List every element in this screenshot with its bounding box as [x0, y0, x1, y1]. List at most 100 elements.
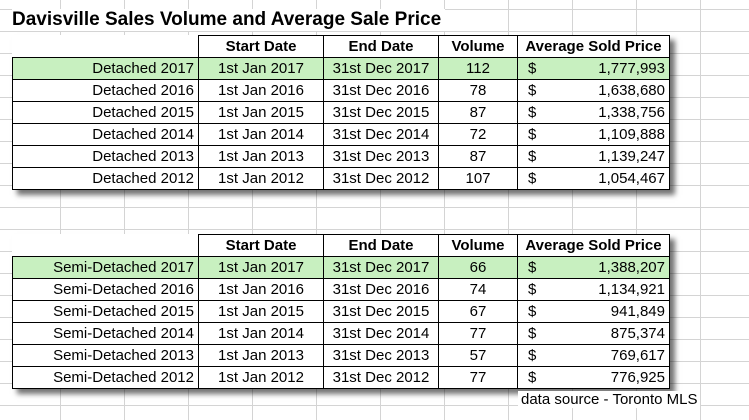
row-label[interactable]: Semi-Detached 2012: [12, 366, 199, 389]
header-average-price: Average Sold Price: [517, 35, 670, 58]
volume-cell[interactable]: 87: [438, 101, 518, 124]
row-label[interactable]: Semi-Detached 2015: [12, 300, 199, 323]
start-date-cell[interactable]: 1st Jan 2014: [198, 322, 324, 345]
end-date-cell[interactable]: 31st Dec 2016: [323, 278, 439, 301]
table-row[interactable]: Semi-Detached 2016 1st Jan 2016 31st Dec 2…: [12, 278, 670, 301]
start-date-cell[interactable]: 1st Jan 2017: [198, 57, 324, 80]
average-price-cell[interactable]: $1,139,247: [517, 145, 670, 168]
price-value: 875,374: [610, 325, 665, 342]
volume-cell[interactable]: 112: [438, 57, 518, 80]
average-price-cell[interactable]: $769,617: [517, 344, 670, 367]
row-label[interactable]: Semi-Detached 2016: [12, 278, 199, 301]
currency-symbol: $: [528, 325, 537, 342]
semi-detached-table: Start Date End Date Volume Average Sold …: [12, 234, 670, 389]
volume-cell[interactable]: 87: [438, 145, 518, 168]
row-label[interactable]: Detached 2014: [12, 123, 199, 146]
row-label[interactable]: Detached 2013: [12, 145, 199, 168]
end-date-cell[interactable]: 31st Dec 2012: [323, 366, 439, 389]
table-row[interactable]: Semi-Detached 2014 1st Jan 2014 31st Dec 2…: [12, 322, 670, 345]
table-row[interactable]: Detached 2015 1st Jan 2015 31st Dec 2015 87…: [12, 101, 670, 124]
row-label[interactable]: Detached 2015: [12, 101, 199, 124]
start-date-cell[interactable]: 1st Jan 2015: [198, 300, 324, 323]
row-label[interactable]: Detached 2016: [12, 79, 199, 102]
table-row[interactable]: Detached 2013 1st Jan 2013 31st Dec 2013 87…: [12, 145, 670, 168]
header-end-date: End Date: [323, 35, 439, 58]
average-price-cell[interactable]: $1,388,207: [517, 256, 670, 279]
average-price-cell[interactable]: $941,849: [517, 300, 670, 323]
table-row[interactable]: Detached 2016 1st Jan 2016 31st Dec 2016 78…: [12, 79, 670, 102]
header-start-date: Start Date: [198, 234, 324, 257]
average-price-cell[interactable]: $1,054,467: [517, 167, 670, 190]
start-date-cell[interactable]: 1st Jan 2013: [198, 344, 324, 367]
header-blank: [12, 35, 199, 58]
start-date-cell[interactable]: 1st Jan 2012: [198, 366, 324, 389]
row-label[interactable]: Semi-Detached 2013: [12, 344, 199, 367]
table-row[interactable]: Detached 2017 1st Jan 2017 31st Dec 2017 11…: [12, 57, 670, 80]
start-date-cell[interactable]: 1st Jan 2017: [198, 256, 324, 279]
end-date-cell[interactable]: 31st Dec 2017: [323, 256, 439, 279]
currency-symbol: $: [528, 126, 537, 143]
start-date-cell[interactable]: 1st Jan 2013: [198, 145, 324, 168]
end-date-cell[interactable]: 31st Dec 2014: [323, 322, 439, 345]
table-row[interactable]: Semi-Detached 2012 1st Jan 2012 31st Dec 2…: [12, 366, 670, 389]
end-date-cell[interactable]: 31st Dec 2013: [323, 344, 439, 367]
volume-cell[interactable]: 77: [438, 366, 518, 389]
volume-cell[interactable]: 66: [438, 256, 518, 279]
table-row[interactable]: Detached 2012 1st Jan 2012 31st Dec 2012 10…: [12, 167, 670, 190]
semi-detached-body: Semi-Detached 2017 1st Jan 2017 31st Dec 2…: [12, 256, 670, 389]
volume-cell[interactable]: 67: [438, 300, 518, 323]
currency-symbol: $: [528, 60, 537, 77]
average-price-cell[interactable]: $1,134,921: [517, 278, 670, 301]
price-value: 1,338,756: [598, 104, 665, 121]
table-row[interactable]: Semi-Detached 2013 1st Jan 2013 31st Dec 2…: [12, 344, 670, 367]
currency-symbol: $: [528, 281, 537, 298]
average-price-cell[interactable]: $776,925: [517, 366, 670, 389]
average-price-cell[interactable]: $875,374: [517, 322, 670, 345]
start-date-cell[interactable]: 1st Jan 2016: [198, 278, 324, 301]
end-date-cell[interactable]: 31st Dec 2015: [323, 101, 439, 124]
header-volume: Volume: [438, 234, 518, 257]
price-value: 769,617: [610, 347, 665, 364]
currency-symbol: $: [528, 148, 537, 165]
volume-cell[interactable]: 77: [438, 322, 518, 345]
row-label[interactable]: Semi-Detached 2014: [12, 322, 199, 345]
end-date-cell[interactable]: 31st Dec 2017: [323, 57, 439, 80]
average-price-cell[interactable]: $1,109,888: [517, 123, 670, 146]
page-title: Davisville Sales Volume and Average Sale…: [12, 9, 446, 31]
start-date-cell[interactable]: 1st Jan 2016: [198, 79, 324, 102]
currency-symbol: $: [528, 170, 537, 187]
start-date-cell[interactable]: 1st Jan 2014: [198, 123, 324, 146]
currency-symbol: $: [528, 369, 537, 386]
average-price-cell[interactable]: $1,338,756: [517, 101, 670, 124]
row-label[interactable]: Semi-Detached 2017: [12, 256, 199, 279]
end-date-cell[interactable]: 31st Dec 2012: [323, 167, 439, 190]
currency-symbol: $: [528, 259, 537, 276]
volume-cell[interactable]: 57: [438, 344, 518, 367]
average-price-cell[interactable]: $1,638,680: [517, 79, 670, 102]
table-row[interactable]: Detached 2014 1st Jan 2014 31st Dec 2014 72…: [12, 123, 670, 146]
start-date-cell[interactable]: 1st Jan 2015: [198, 101, 324, 124]
detached-body: Detached 2017 1st Jan 2017 31st Dec 2017 11…: [12, 57, 670, 190]
average-price-cell[interactable]: $1,777,993: [517, 57, 670, 80]
data-source-note: data source - Toronto MLS: [518, 391, 701, 408]
volume-cell[interactable]: 107: [438, 167, 518, 190]
table-row[interactable]: Semi-Detached 2017 1st Jan 2017 31st Dec 2…: [12, 256, 670, 279]
header-row: Start Date End Date Volume Average Sold …: [12, 234, 670, 257]
end-date-cell[interactable]: 31st Dec 2016: [323, 79, 439, 102]
end-date-cell[interactable]: 31st Dec 2013: [323, 145, 439, 168]
volume-cell[interactable]: 74: [438, 278, 518, 301]
table-row[interactable]: Semi-Detached 2015 1st Jan 2015 31st Dec 2…: [12, 300, 670, 323]
end-date-cell[interactable]: 31st Dec 2015: [323, 300, 439, 323]
row-label[interactable]: Detached 2017: [12, 57, 199, 80]
volume-cell[interactable]: 78: [438, 79, 518, 102]
price-value: 1,139,247: [598, 148, 665, 165]
currency-symbol: $: [528, 303, 537, 320]
price-value: 1,388,207: [598, 259, 665, 276]
volume-cell[interactable]: 72: [438, 123, 518, 146]
end-date-cell[interactable]: 31st Dec 2014: [323, 123, 439, 146]
price-value: 1,054,467: [598, 170, 665, 187]
row-label[interactable]: Detached 2012: [12, 167, 199, 190]
price-value: 1,638,680: [598, 82, 665, 99]
price-value: 1,777,993: [598, 60, 665, 77]
start-date-cell[interactable]: 1st Jan 2012: [198, 167, 324, 190]
